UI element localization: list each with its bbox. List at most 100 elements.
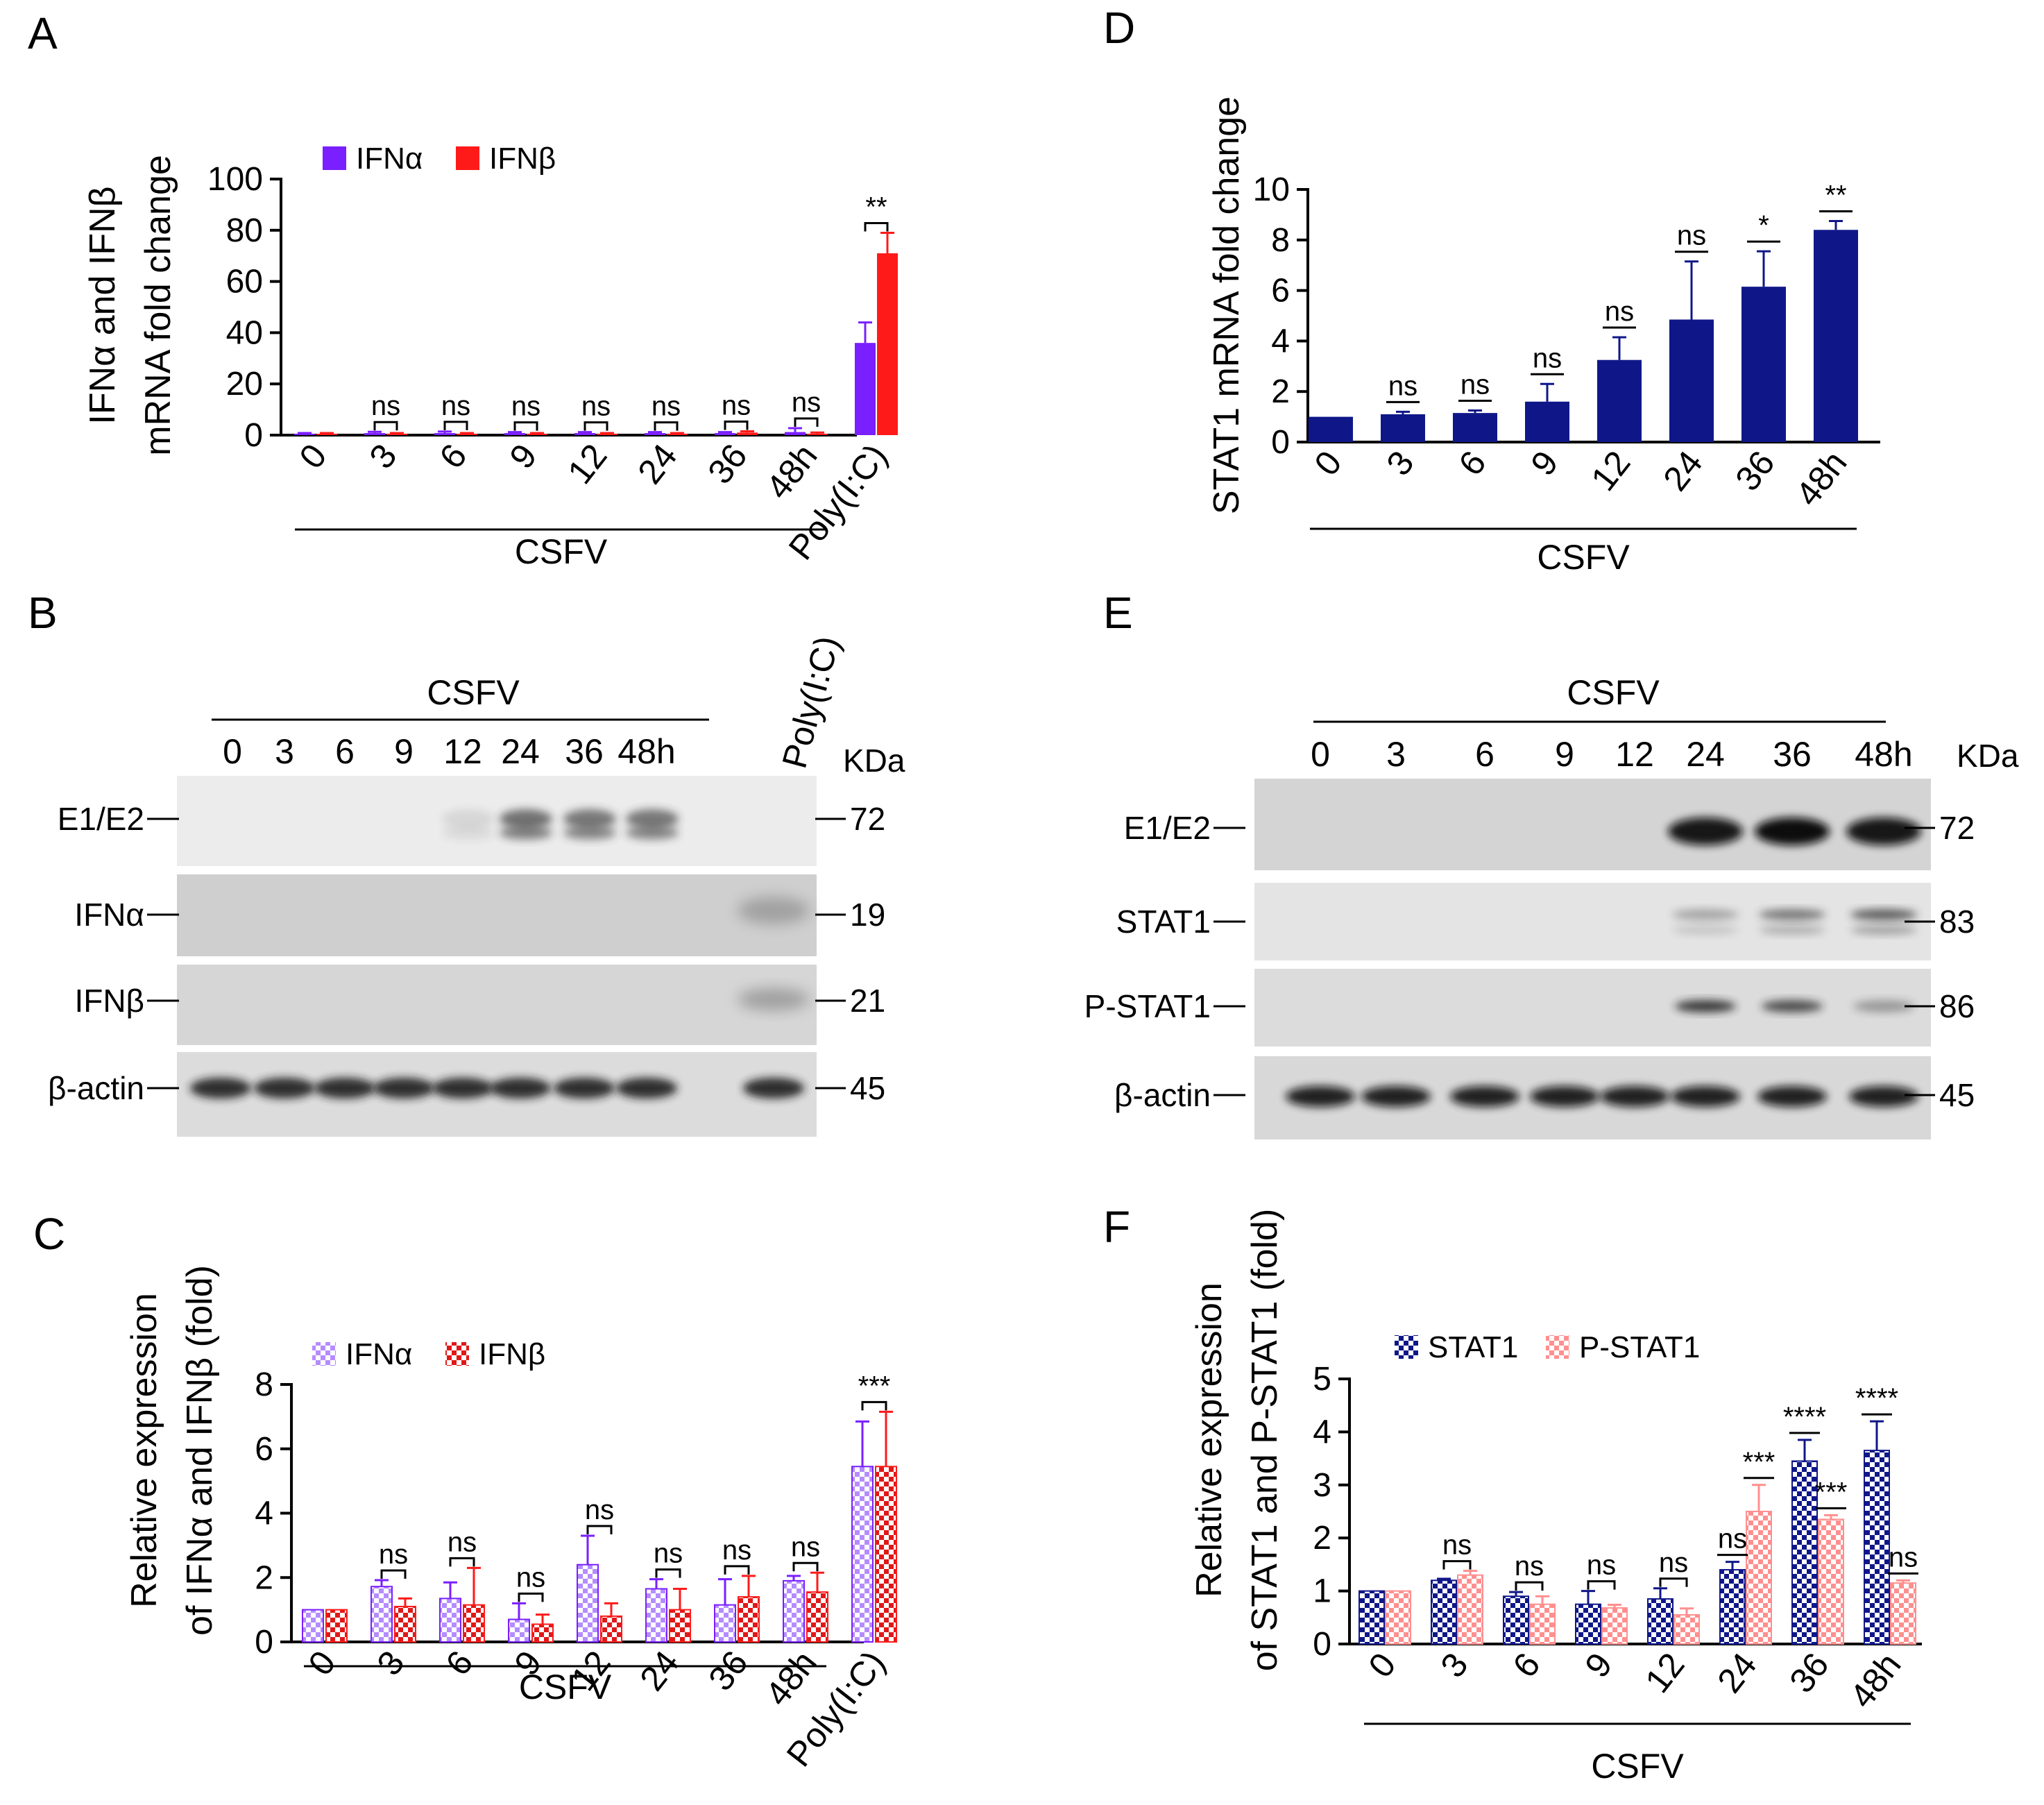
x-tick-label: 36 [700,437,754,491]
bar [1525,401,1569,442]
bar [508,1618,530,1643]
x-tick-label: 24 [1655,443,1710,498]
y-tick-label: 8 [1271,222,1290,259]
significance-bracket [861,1400,887,1411]
blot-e-bands [1286,817,1921,1107]
significance-label: ns [511,391,540,422]
blot-e-row-labels: E1/E2 72 STAT1 83 P-STAT1 86 β-actin 45 [1084,810,1975,1113]
csfv-group-label: CSFV [519,1668,612,1706]
lane-label: 0 [223,732,242,771]
bar [877,253,898,435]
protein-band [1672,925,1739,935]
x-tick-label: 36 [701,1643,755,1697]
blot-row-label: P-STAT1 [1084,988,1211,1024]
significance-label: ns [1889,1542,1918,1573]
protein-band [738,897,810,924]
y-tick-label: 0 [244,417,263,454]
lane-label: 48h [618,732,675,771]
bar [806,1591,828,1643]
legend-label: STAT1 [1428,1330,1518,1364]
bar [875,1466,897,1643]
legend-swatch [1546,1335,1569,1359]
significance-bracket [513,421,538,431]
significance-label: ns [516,1562,545,1593]
bar [715,433,735,435]
y-tick-label: 0 [255,1624,273,1661]
blot-e-e1e2-strip [1254,779,1931,870]
x-tick-label: 0 [291,437,334,475]
panel-letter-f: F [1103,1202,1130,1252]
protein-band [1675,1000,1736,1012]
protein-band [442,826,495,840]
significance-bracket [654,421,679,431]
significance-bracket [380,1569,407,1579]
blot-b-ifna-strip [177,874,817,956]
protein-band [490,1078,551,1099]
protein-band [1759,909,1825,920]
significance-bracket [373,421,398,431]
protein-band [616,1078,677,1099]
bar [1673,1613,1700,1645]
panel-letter-a: A [28,8,58,58]
western-blot-b: CSFV 0 3 6 9 12 24 36 48h Poly(I:C) KDa E1/E2 72… [48,632,905,1137]
significance-label: ns [371,391,400,421]
kda-value: 21 [850,983,885,1019]
x-tick-label: 3 [369,1643,411,1682]
x-tick-label: 48h [758,437,824,506]
y-tick-label: 0 [1271,424,1290,461]
significance-label: ns [651,391,681,422]
panel-letter-d: D [1103,3,1135,53]
bar [1529,1603,1556,1645]
significance-label: ns [441,391,470,421]
y-tick-label: 40 [226,314,263,351]
bar [1431,1579,1457,1645]
protein-band [1671,1086,1740,1107]
significance-bracket [1659,1577,1688,1587]
x-tick-label: 6 [1451,443,1493,482]
bar [737,432,758,435]
x-tick-label: 36 [1782,1645,1836,1700]
protein-band [1450,1086,1519,1107]
blot-e-pstat1-strip [1254,969,1931,1046]
y-tick-label: 1 [1313,1573,1331,1610]
y-tick-label: 6 [255,1431,273,1468]
significance-bracket [792,1561,819,1572]
blot-b-lane-labels: 0 3 6 9 12 24 36 48h [223,732,676,771]
lane-label: 3 [275,732,294,771]
x-tick-label: 48h [758,1643,824,1713]
protein-band [1849,1086,1918,1107]
protein-band [1286,1086,1355,1107]
y-axis-title: IFNα and IFNβ [83,186,123,424]
lane-label: 36 [1773,735,1812,774]
blot-row-label: IFNβ [74,983,144,1019]
y-tick-label: 6 [1271,273,1290,310]
x-tick-label: 9 [502,437,544,475]
y-tick-label: 5 [1313,1361,1331,1398]
significance-label: ** [1825,180,1846,211]
significance-bracket [586,1525,613,1534]
bar [851,1466,874,1643]
blot-e-group-label: CSFV [1567,673,1660,712]
bar [1719,1569,1746,1645]
bar [1309,416,1353,442]
x-tick-label: 0 [1306,443,1349,482]
significance-label: **** [1783,1402,1826,1432]
y-axis-title: of IFNα and IFNβ (fold) [180,1265,220,1636]
csfv-group-label: CSFV [515,532,608,571]
bar [1864,1450,1890,1645]
blot-e-kda-label: KDa [1957,738,2019,774]
lane-label: 36 [565,732,604,771]
bar [1791,1460,1818,1645]
blot-row-label: β-actin [48,1070,144,1106]
significance-label: ns [722,1535,751,1566]
significance-label: ** [865,192,887,222]
y-tick-label: 4 [1313,1414,1331,1450]
protein-band [373,1078,434,1099]
significance-label: ns [792,387,821,418]
significance-bracket [724,1565,750,1575]
bar [1503,1595,1529,1645]
blot-e-lane-labels: 0 3 6 9 12 24 36 48h [1311,735,1913,774]
